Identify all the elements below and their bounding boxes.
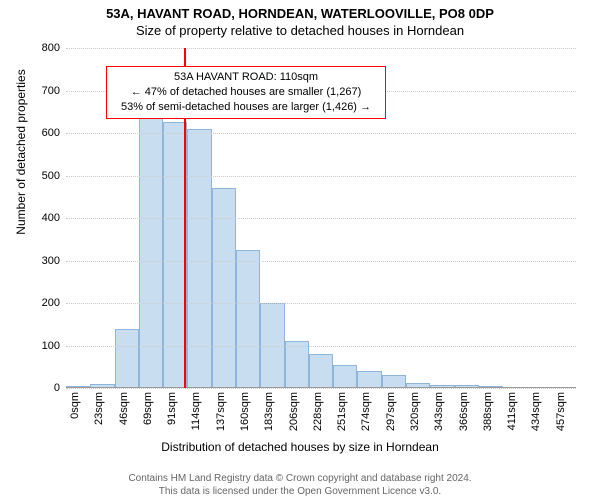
annotation-box: 53A HAVANT ROAD: 110sqm← 47% of detached…: [106, 66, 386, 119]
x-tick-label: 320sqm: [409, 392, 421, 436]
x-tick-label: 411sqm: [506, 392, 518, 436]
x-tick-label: 434sqm: [530, 392, 542, 436]
annot-l1: 53A HAVANT ROAD: 110sqm: [113, 70, 379, 85]
x-tick-label: 137sqm: [215, 392, 227, 436]
y-tick-label: 300: [20, 255, 60, 267]
bar: [285, 341, 309, 388]
annot-l2: ← 47% of detached houses are smaller (1,…: [113, 85, 379, 100]
x-tick-label: 251sqm: [336, 392, 348, 436]
y-tick-label: 700: [20, 85, 60, 97]
y-tick-label: 0: [20, 382, 60, 394]
x-tick-label: 46sqm: [118, 392, 130, 436]
x-tick-label: 114sqm: [190, 392, 202, 436]
bar: [309, 354, 333, 388]
bar: [187, 129, 211, 388]
y-tick-label: 600: [20, 127, 60, 139]
bar: [236, 250, 260, 388]
x-ticks: 0sqm 23sqm 46sqm 69sqm 91sqm 114sqm 137sqm 160s…: [66, 390, 576, 434]
gridline: [66, 261, 576, 262]
page-title-2: Size of property relative to detached ho…: [0, 21, 600, 38]
bar: [357, 371, 381, 388]
x-tick-label: 297sqm: [385, 392, 397, 436]
x-tick-label: 388sqm: [482, 392, 494, 436]
x-tick-label: 206sqm: [288, 392, 300, 436]
x-tick-label: 23sqm: [93, 392, 105, 436]
x-tick-label: 274sqm: [360, 392, 372, 436]
x-tick-label: 160sqm: [239, 392, 251, 436]
gridline: [66, 218, 576, 219]
x-tick-label: 69sqm: [142, 392, 154, 436]
x-tick-label: 457sqm: [555, 392, 567, 436]
gridline: [66, 388, 576, 389]
footer-line-1: Contains HM Land Registry data © Crown c…: [0, 472, 600, 485]
gridline: [66, 133, 576, 134]
y-tick-label: 500: [20, 170, 60, 182]
chart: Number of detached properties 53A HAVANT…: [0, 42, 600, 452]
x-tick-label: 183sqm: [263, 392, 275, 436]
y-tick-label: 100: [20, 340, 60, 352]
gridline: [66, 346, 576, 347]
gridline: [66, 48, 576, 49]
x-tick-label: 0sqm: [69, 392, 81, 436]
page-title-1: 53A, HAVANT ROAD, HORNDEAN, WATERLOOVILL…: [0, 0, 600, 21]
plot-area: 53A HAVANT ROAD: 110sqm← 47% of detached…: [66, 48, 576, 388]
footer-line-2: This data is licensed under the Open Gov…: [0, 485, 600, 498]
x-tick-label: 91sqm: [166, 392, 178, 436]
y-tick-label: 800: [20, 42, 60, 54]
annot-l3: 53% of semi-detached houses are larger (…: [113, 100, 379, 115]
bar: [115, 329, 139, 389]
x-axis-label: Distribution of detached houses by size …: [0, 440, 600, 454]
bar: [333, 365, 357, 388]
y-tick-label: 200: [20, 297, 60, 309]
y-tick-label: 400: [20, 212, 60, 224]
gridline: [66, 176, 576, 177]
bar: [139, 118, 163, 388]
x-tick-label: 366sqm: [458, 392, 470, 436]
x-tick-label: 343sqm: [433, 392, 445, 436]
x-tick-label: 228sqm: [312, 392, 324, 436]
gridline: [66, 303, 576, 304]
footer: Contains HM Land Registry data © Crown c…: [0, 472, 600, 498]
